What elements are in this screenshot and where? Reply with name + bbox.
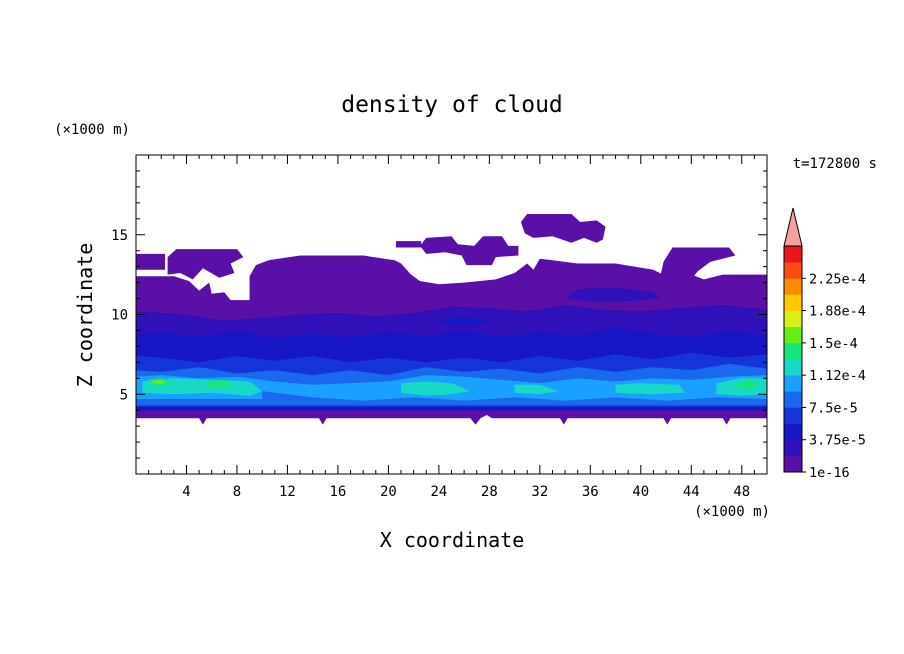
colorbar-tick-label: 1.12e-4 bbox=[809, 368, 866, 384]
y-tick-label: 10 bbox=[111, 308, 128, 324]
colorbar-segment bbox=[784, 439, 802, 457]
contour-region-level-8 bbox=[152, 379, 167, 384]
x-tick-label: 4 bbox=[182, 484, 190, 500]
y-unit-label: (×1000 m) bbox=[54, 122, 130, 138]
colorbar-segment bbox=[784, 423, 802, 441]
colorbar-extend-arrow bbox=[783, 207, 803, 247]
contour-region-level-7 bbox=[735, 379, 760, 390]
colorbar-tick-label: 1e-16 bbox=[809, 465, 850, 481]
colorbar-tick-label: 1.88e-4 bbox=[809, 304, 866, 320]
colorbar-segment bbox=[784, 359, 802, 376]
colorbar-segment bbox=[784, 407, 802, 424]
x-tick-label: 40 bbox=[632, 484, 649, 500]
colorbar-tick-label: 3.75e-5 bbox=[809, 433, 866, 449]
colorbar: 1e-16 3.75e-5 7.5e-5 1.12e-4 1.5e-4 1.88e-4 2.… bbox=[783, 207, 866, 481]
x-tick-label: 32 bbox=[531, 484, 548, 500]
colorbar-tick-label: 1.5e-4 bbox=[809, 336, 858, 352]
contour-region-level-6 bbox=[615, 383, 685, 395]
x-axis: 4 8 12 16 20 24 28 32 36 40 44 48 bbox=[148, 155, 755, 500]
colorbar-tick-label: 7.5e-5 bbox=[809, 400, 858, 416]
contour-region-level-0 bbox=[167, 249, 244, 280]
chart-title: density of cloud bbox=[341, 92, 563, 118]
x-tick-label: 36 bbox=[582, 484, 599, 500]
colorbar-segment bbox=[784, 342, 802, 360]
colorbar-segment bbox=[784, 278, 802, 295]
contour-region-level-0 bbox=[558, 247, 736, 304]
colorbar-segment bbox=[784, 294, 802, 311]
time-label: t=172800 s bbox=[793, 156, 877, 172]
contour-plot-area bbox=[136, 214, 767, 425]
x-tick-label: 8 bbox=[233, 484, 241, 500]
contour-region-level-0 bbox=[136, 253, 165, 270]
contour-region-level-6 bbox=[514, 384, 559, 395]
colorbar-tick-label: 2.25e-4 bbox=[809, 271, 866, 287]
colorbar-segment bbox=[784, 310, 802, 328]
x-axis-label: X coordinate bbox=[380, 528, 525, 552]
colorbar-segment bbox=[784, 262, 802, 279]
colorbar-segment bbox=[784, 375, 802, 392]
contour-region-level-0 bbox=[396, 241, 422, 248]
x-tick-label: 28 bbox=[481, 484, 498, 500]
x-unit-label: (×1000 m) bbox=[694, 504, 770, 520]
contour-region-level-1 bbox=[565, 287, 660, 302]
contour-region-level-6 bbox=[401, 381, 471, 396]
x-tick-label: 16 bbox=[329, 484, 346, 500]
x-tick-label: 44 bbox=[683, 484, 700, 500]
x-tick-label: 12 bbox=[279, 484, 296, 500]
y-axis-label: Z coordinate bbox=[73, 243, 97, 388]
x-tick-label: 48 bbox=[733, 484, 750, 500]
contour-region-level-2 bbox=[438, 316, 490, 326]
contour-region-level-7 bbox=[205, 379, 235, 388]
colorbar-segment bbox=[784, 246, 802, 263]
y-axis: 5 10 15 bbox=[111, 170, 767, 459]
colorbar-segment bbox=[784, 326, 802, 344]
colorbar-segment bbox=[784, 391, 802, 408]
contour-region-level-0 bbox=[520, 214, 606, 243]
x-tick-label: 24 bbox=[430, 484, 447, 500]
y-tick-label: 5 bbox=[120, 387, 128, 403]
colorbar-segment bbox=[784, 455, 802, 473]
colorbar-frame bbox=[783, 245, 803, 473]
y-tick-label: 15 bbox=[111, 228, 128, 244]
contour-region-level-0 bbox=[419, 236, 519, 266]
x-tick-label: 20 bbox=[380, 484, 397, 500]
